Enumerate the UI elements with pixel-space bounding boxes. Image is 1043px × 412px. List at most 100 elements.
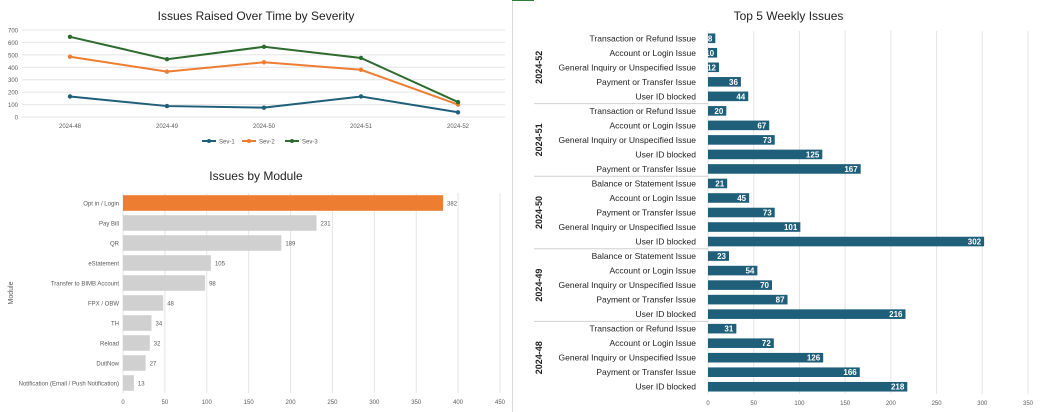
module-bar [123, 195, 444, 211]
module-chart-panel: Issues by Module 0 50 100 150 200 250 300 350 40… [0, 163, 512, 412]
issue-bar [708, 33, 716, 44]
module-bar [123, 215, 317, 231]
data-label: 302 [968, 238, 982, 247]
data-label: 12 [707, 63, 716, 72]
issue-label: Payment or Transfer Issue [596, 164, 696, 174]
data-label: 13 [138, 382, 145, 388]
data-label: 126 [807, 354, 821, 363]
y-axis-label: Module [8, 281, 15, 304]
issue-label: General Inquiry or Unspecified Issue [559, 62, 697, 72]
issue-label: Account or Login Issue [610, 48, 697, 58]
data-label: 87 [776, 296, 785, 305]
module-bar-chart: 0 50 100 150 200 250 300 350 400 450 Opt in / Logi… [8, 193, 506, 406]
issue-label: Account or Login Issue [610, 266, 697, 276]
data-label: 31 [724, 325, 733, 334]
issue-label: Transaction or Refund Issue [590, 106, 697, 116]
issue-label: Transaction or Refund Issue [590, 33, 697, 43]
issue-bar [708, 91, 749, 102]
x-tick-label: 200 [886, 401, 897, 407]
module-bar [123, 275, 206, 291]
issue-label: Account or Login Issue [610, 120, 697, 130]
issue-bar [708, 280, 772, 290]
data-point [358, 94, 364, 99]
data-label: 21 [715, 179, 724, 188]
x-tick-label: 350 [1023, 401, 1034, 407]
data-point [358, 67, 364, 72]
data-label: 231 [321, 222, 332, 228]
data-label: 23 [717, 252, 726, 261]
issue-bar [708, 62, 719, 73]
data-label: 44 [736, 92, 745, 101]
issue-bar [708, 265, 758, 276]
line-chart-title: Issues Raised Over Time by Severity [157, 9, 355, 23]
issue-label: User ID blocked [636, 309, 697, 319]
data-label: 36 [729, 78, 738, 87]
x-tick-label: 150 [840, 401, 851, 407]
issue-bar [708, 164, 861, 174]
category-label: Opt in / Login [83, 202, 119, 208]
issue-label: User ID blocked [636, 237, 697, 247]
data-label: 382 [447, 202, 458, 208]
module-bar [123, 355, 146, 371]
data-label: 8 [708, 34, 713, 43]
data-point [164, 69, 170, 74]
issue-bar [708, 47, 718, 58]
week-label: 2024-48 [534, 341, 544, 374]
issue-label: User ID blocked [636, 382, 697, 392]
category-label: Pay Bill [99, 222, 119, 228]
week-label: 2024-52 [534, 51, 544, 84]
y-tick-label: 500 [8, 53, 19, 59]
line-chart-panel: Issues Raised Over Time by Severity 0 100… [0, 0, 512, 160]
category-label: TH [111, 322, 119, 328]
data-label: 216 [889, 310, 903, 319]
x-tick-label: 150 [244, 400, 255, 406]
issue-bar [708, 149, 823, 160]
issue-label: General Inquiry or Unspecified Issue [559, 353, 697, 363]
category-label: DuitNow [96, 362, 119, 368]
category-label: eStatement [88, 262, 119, 268]
module-bar [123, 295, 164, 311]
data-label: 67 [757, 121, 766, 130]
issue-label: Account or Login Issue [610, 338, 697, 348]
module-chart-title: Issues by Module [209, 169, 303, 183]
data-label: 125 [806, 150, 820, 159]
y-tick-label: 200 [8, 91, 19, 97]
data-point [164, 57, 170, 62]
data-point [261, 60, 267, 65]
data-label: 54 [745, 267, 754, 276]
data-label: 20 [714, 107, 723, 116]
x-tick-label: 0 [121, 400, 125, 406]
issue-bar [708, 367, 860, 378]
issue-label: Payment or Transfer Issue [596, 77, 696, 87]
data-label: 70 [760, 281, 769, 290]
issue-label: Transaction or Refund Issue [590, 324, 697, 334]
data-label: 166 [843, 368, 857, 377]
data-point [67, 94, 73, 99]
issue-bar [708, 106, 727, 116]
issue-bar [708, 120, 770, 131]
weekly-chart-title: Top 5 Weekly Issues [733, 9, 844, 23]
data-point [164, 103, 170, 109]
issue-bar [708, 193, 750, 203]
issue-bar [708, 77, 741, 87]
issue-label: Balance or Statement Issue [592, 251, 697, 261]
issue-bar [708, 222, 801, 232]
legend-marker [207, 139, 211, 143]
x-tick-label: 2024-49 [156, 124, 179, 130]
data-label: 34 [155, 322, 162, 328]
data-label: 218 [891, 383, 905, 392]
week-label: 2024-49 [534, 269, 544, 302]
category-label: FPX / OBW [88, 302, 119, 308]
data-label: 32 [154, 342, 161, 348]
x-tick-label: 2024-52 [447, 124, 470, 130]
data-label: 27 [150, 362, 157, 368]
legend-label: Sev-3 [302, 140, 318, 146]
issue-label: General Inquiry or Unspecified Issue [559, 135, 697, 145]
weekly-chart-panel: Top 5 Weekly Issues 0 50 100 150 200 250 300 35… [534, 0, 1043, 412]
x-tick-label: 100 [794, 401, 805, 407]
issue-bar [708, 323, 737, 334]
data-label: 105 [215, 262, 226, 268]
x-tick-label: 0 [706, 401, 710, 407]
module-bar [123, 375, 134, 391]
x-tick-label: 300 [369, 400, 380, 406]
